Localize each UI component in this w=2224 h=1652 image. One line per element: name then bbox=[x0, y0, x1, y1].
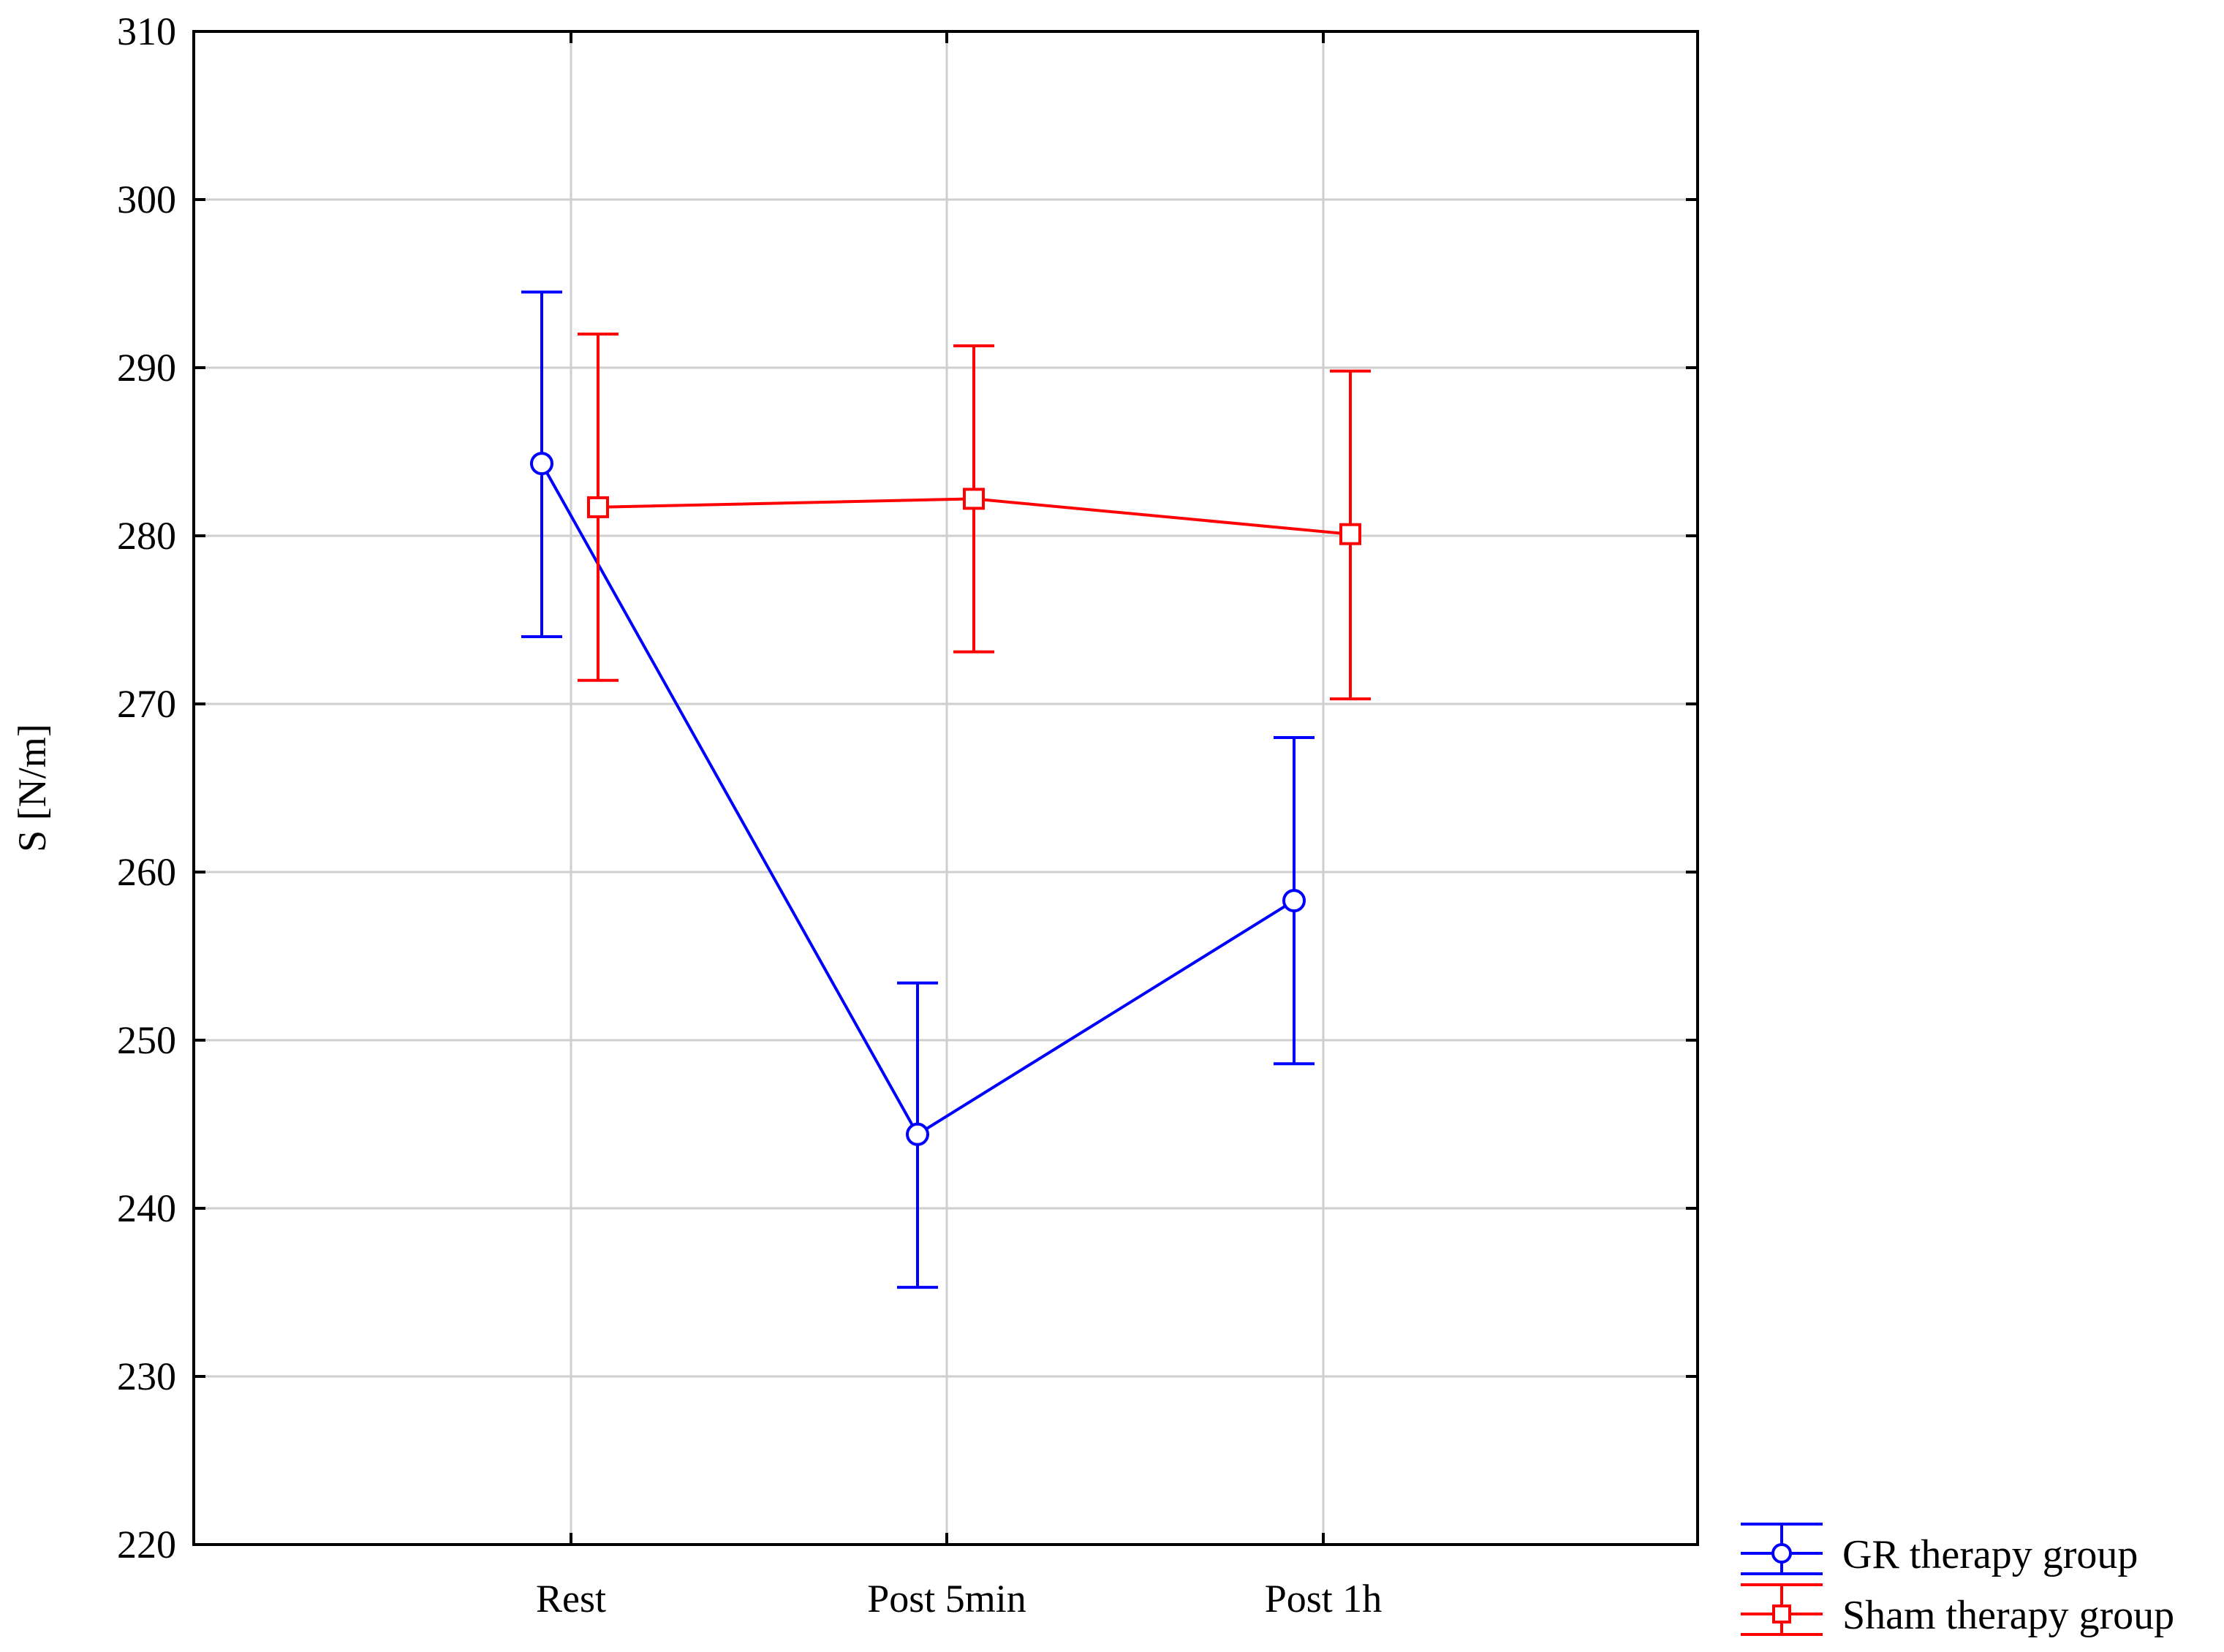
grid bbox=[194, 31, 1698, 1545]
y-tick-label: 230 bbox=[117, 1354, 176, 1398]
y-tick-label: 240 bbox=[117, 1186, 176, 1230]
data-point bbox=[963, 488, 985, 510]
x-tick-label: Rest bbox=[536, 1577, 606, 1621]
x-tick-label: Post 5min bbox=[867, 1577, 1026, 1621]
y-tick-label: 300 bbox=[117, 178, 176, 221]
series-2 bbox=[578, 333, 1371, 701]
data-point bbox=[906, 1122, 929, 1146]
legend-marker bbox=[1772, 1604, 1791, 1623]
data-point bbox=[1282, 889, 1306, 913]
axes: 220 230 240 250 260 270 280 290 300 310 Rest Post 5… bbox=[117, 10, 1698, 1621]
x-tick-label: Post 1h bbox=[1265, 1577, 1383, 1621]
legend: GR therapy group Sham therapy group bbox=[1741, 1523, 2174, 1638]
data-point bbox=[587, 496, 609, 518]
y-tick-label: 310 bbox=[117, 10, 176, 53]
legend-label: Sham therapy group bbox=[1842, 1593, 2174, 1638]
legend-entry-2: Sham therapy group bbox=[1741, 1583, 2174, 1638]
legend-label: GR therapy group bbox=[1842, 1532, 2138, 1577]
y-tick-label: 220 bbox=[117, 1523, 176, 1566]
y-tick-label: 250 bbox=[117, 1018, 176, 1062]
y-tick-label: 280 bbox=[117, 514, 176, 558]
legend-marker bbox=[1771, 1543, 1792, 1564]
series-layer bbox=[521, 290, 1371, 1289]
data-point bbox=[1339, 523, 1361, 545]
legend-entry-1: GR therapy group bbox=[1741, 1523, 2138, 1577]
y-axis-title: S [N/m] bbox=[10, 724, 54, 852]
y-tick-label: 270 bbox=[117, 682, 176, 726]
series-1 bbox=[521, 290, 1315, 1289]
data-point bbox=[530, 452, 553, 476]
y-tick-label: 260 bbox=[117, 850, 176, 894]
y-tick-label: 290 bbox=[117, 346, 176, 390]
